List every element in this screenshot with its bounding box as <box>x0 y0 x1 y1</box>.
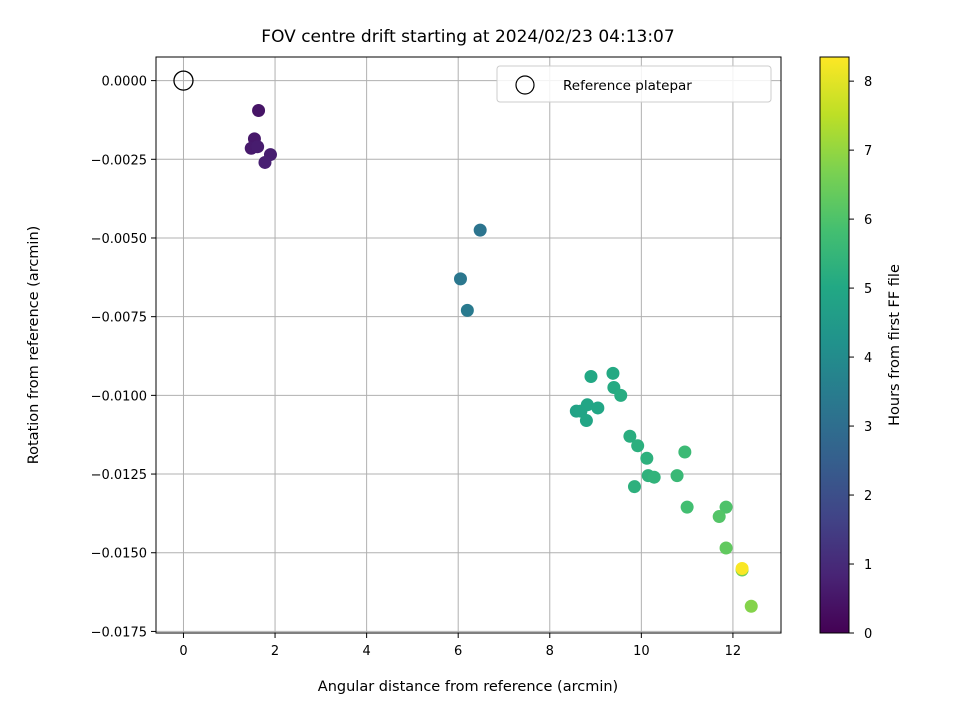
data-point <box>678 445 692 459</box>
x-tick-label: 12 <box>725 644 742 659</box>
colorbar-tick-label: 4 <box>864 351 872 366</box>
chart-title: FOV centre drift starting at 2024/02/23 … <box>261 27 674 47</box>
colorbar-tick-label: 0 <box>864 627 872 642</box>
data-point <box>460 303 474 317</box>
colorbar: 0 1 2 3 4 5 6 7 8 Hours from first FF file <box>819 56 903 642</box>
colorbar-ticks: 0 1 2 3 4 5 6 7 8 <box>849 75 872 642</box>
y-tick-label: −0.0050 <box>91 232 147 247</box>
data-point <box>712 510 726 524</box>
y-tick-label: −0.0100 <box>91 389 147 404</box>
colorbar-tick-label: 2 <box>864 489 872 504</box>
data-point <box>473 223 487 237</box>
data-point <box>647 470 661 484</box>
legend: Reference platepar <box>496 65 772 103</box>
data-point <box>735 561 749 575</box>
data-point <box>640 451 654 465</box>
colorbar-frame <box>819 56 850 634</box>
x-tick-label: 0 <box>179 644 187 659</box>
x-tick-label: 2 <box>271 644 279 659</box>
x-tick-label: 4 <box>362 644 370 659</box>
data-point <box>670 469 684 483</box>
data-point <box>252 104 266 118</box>
colorbar-tick-label: 1 <box>864 558 872 573</box>
colorbar-label: Hours from first FF file <box>887 264 903 426</box>
x-tick-label: 10 <box>633 644 650 659</box>
colorbar-gradient <box>820 57 849 633</box>
colorbar-tick-label: 3 <box>864 420 872 435</box>
data-point <box>623 429 637 443</box>
data-point <box>719 500 733 514</box>
data-point <box>744 599 758 613</box>
y-tick-label: −0.0125 <box>91 468 147 483</box>
data-point <box>614 388 628 402</box>
plot-frame <box>155 56 782 634</box>
x-axis-ticks: 0 2 4 6 8 10 12 <box>179 633 741 659</box>
colorbar-tick-label: 8 <box>864 75 872 90</box>
data-points <box>244 104 758 613</box>
data-point <box>680 500 694 514</box>
legend-box <box>496 65 772 103</box>
data-point <box>631 439 645 453</box>
x-axis-label: Angular distance from reference (arcmin) <box>318 679 618 695</box>
data-point <box>591 401 605 415</box>
reference-platepar-marker <box>173 70 194 91</box>
x-tick-label: 8 <box>546 644 554 659</box>
data-point <box>606 366 620 380</box>
y-tick-label: −0.0025 <box>91 153 147 168</box>
data-point <box>453 272 467 286</box>
data-point <box>719 541 733 555</box>
legend-label: Reference platepar <box>563 78 692 94</box>
data-point <box>258 155 272 169</box>
reference-marker-layer <box>173 70 194 91</box>
y-tick-label: −0.0175 <box>91 625 147 640</box>
y-axis-label: Rotation from reference (arcmin) <box>26 226 42 465</box>
y-axis-ticks: 0.0000 −0.0025 −0.0050 −0.0075 −0.0100 −0.012… <box>91 75 156 640</box>
colorbar-tick-label: 6 <box>864 213 872 228</box>
y-tick-label: −0.0075 <box>91 311 147 326</box>
data-point <box>584 369 598 383</box>
data-point <box>579 414 593 428</box>
x-tick-label: 6 <box>454 644 462 659</box>
colorbar-tick-label: 5 <box>864 282 872 297</box>
legend-reference-marker <box>515 75 535 95</box>
data-point <box>580 398 594 412</box>
colorbar-tick-label: 7 <box>864 144 872 159</box>
y-tick-label: −0.0150 <box>91 547 147 562</box>
data-point <box>627 480 641 494</box>
y-tick-label: 0.0000 <box>102 75 148 90</box>
data-point <box>251 140 265 154</box>
